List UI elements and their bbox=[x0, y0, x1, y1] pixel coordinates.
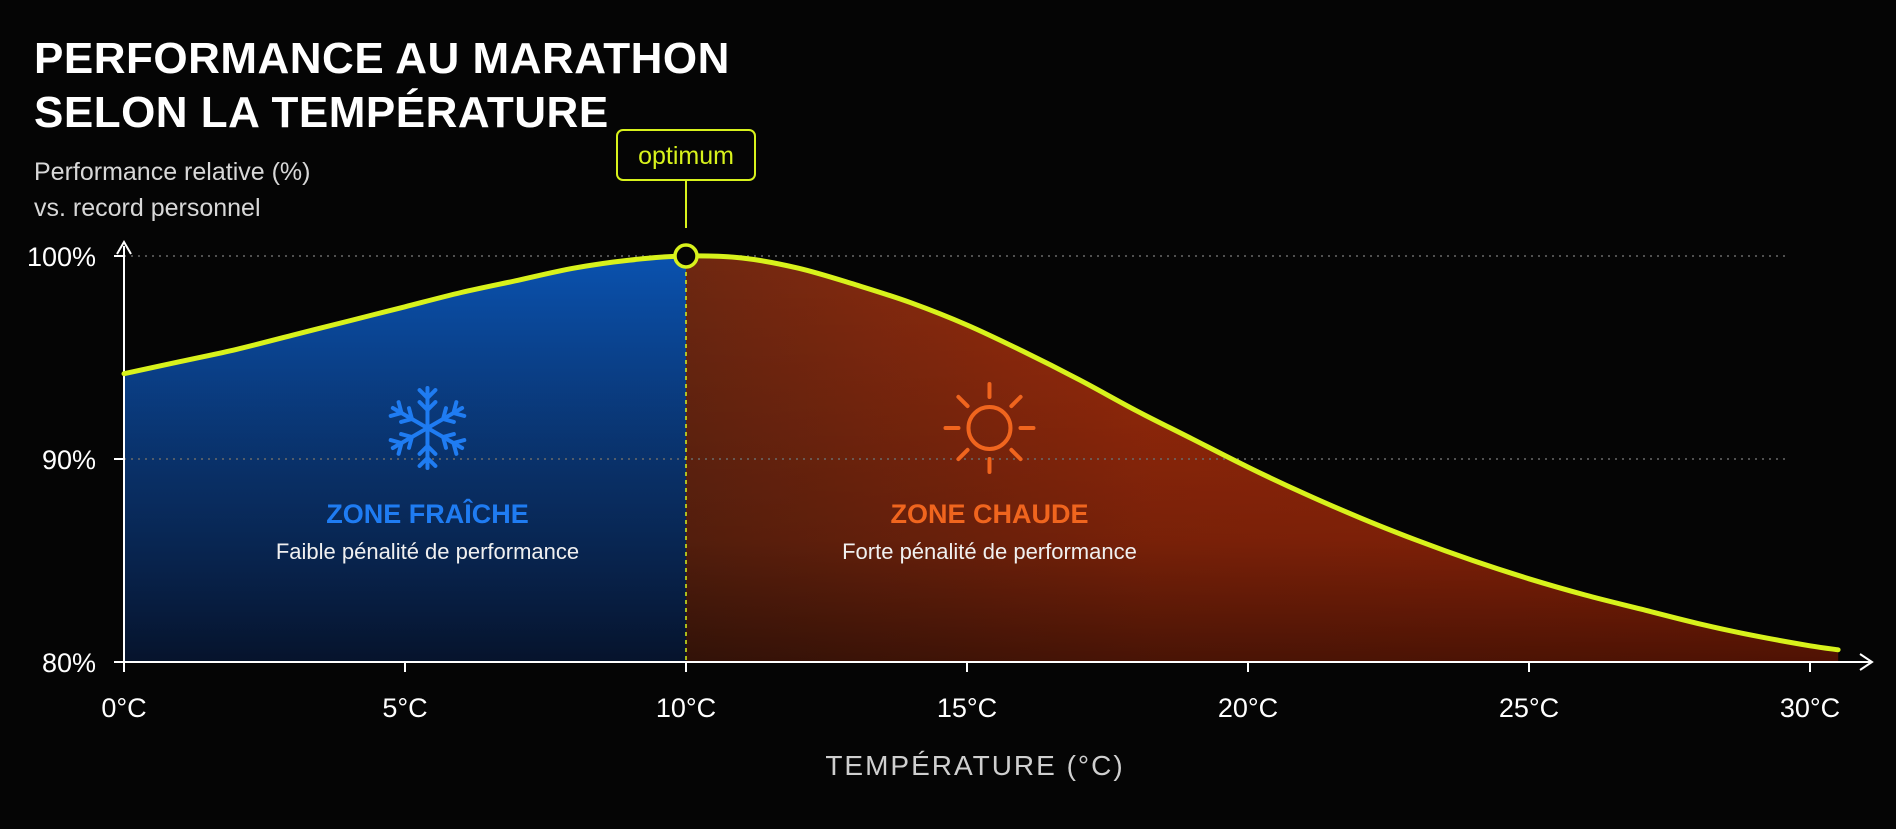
sun-ray bbox=[956, 447, 970, 462]
x-axis-arrow bbox=[1859, 653, 1874, 671]
snowflake-branch bbox=[451, 441, 459, 456]
optimum-marker bbox=[673, 243, 699, 269]
sun-ray bbox=[956, 394, 970, 409]
cold-zone-title: ZONE FRAÎCHE bbox=[326, 498, 529, 529]
sun-disc bbox=[966, 405, 1013, 451]
y-tick-label: 80% bbox=[42, 648, 96, 678]
snowflake-branch bbox=[417, 444, 430, 456]
snowflake-branch bbox=[417, 456, 430, 468]
y-tick-label: 90% bbox=[42, 445, 96, 475]
sun-icon bbox=[943, 382, 1036, 474]
snowflake-branch bbox=[451, 411, 467, 418]
chart-title-line-2: SELON LA TEMPÉRATURE bbox=[34, 88, 609, 137]
x-tick-label: 5°C bbox=[382, 693, 427, 723]
snowflake-branch bbox=[388, 438, 404, 445]
snowflake-branch bbox=[441, 435, 448, 450]
chart-title-line-1: PERFORMANCE AU MARATHON bbox=[34, 34, 730, 83]
hot-zone-shade bbox=[686, 255, 1839, 662]
snowflake-branch bbox=[441, 417, 456, 424]
x-tick-label: 20°C bbox=[1218, 693, 1278, 723]
x-ticks: 0°C 5°C 10°C 15°C 20°C 25°C 30°C bbox=[101, 662, 1840, 723]
y-axis-label-line-1: Performance relative (%) bbox=[34, 158, 311, 186]
y-axis-label-line-2: vs. record personnel bbox=[34, 194, 261, 222]
sun-ray bbox=[1009, 447, 1023, 462]
chart-title: PERFORMANCE AU MARATHON SELON LA TEMPÉRA… bbox=[34, 32, 730, 140]
x-tick-label: 15°C bbox=[937, 693, 997, 723]
sun-ray bbox=[1009, 394, 1023, 409]
snowflake-branch bbox=[425, 400, 438, 412]
optimum-label: optimum bbox=[638, 142, 734, 170]
y-tick-label: 100% bbox=[27, 242, 96, 272]
x-axis-title: TEMPÉRATURE (°C) bbox=[825, 750, 1124, 781]
snowflake-branch bbox=[406, 406, 414, 421]
snowflake-branch bbox=[399, 432, 414, 439]
x-tick-label: 10°C bbox=[656, 693, 716, 723]
axes bbox=[116, 240, 1874, 671]
x-tick-label: 25°C bbox=[1499, 693, 1559, 723]
snowflake-icon bbox=[388, 386, 467, 470]
x-tick-label: 30°C bbox=[1780, 693, 1840, 723]
hot-zone-title: ZONE CHAUDE bbox=[890, 499, 1088, 529]
performance-curve bbox=[121, 253, 1841, 653]
y-axis-label: Performance relative (%) vs. record pers… bbox=[34, 154, 310, 226]
cold-zone-subtitle: Faible pénalité de performance bbox=[276, 539, 579, 564]
optimum-callout: optimum bbox=[616, 129, 756, 228]
y-ticks: 80% 90% 100% bbox=[27, 242, 124, 678]
y-axis-arrow bbox=[116, 240, 132, 255]
x-tick-label: 0°C bbox=[101, 693, 146, 723]
hot-zone-subtitle: Forte pénalité de performance bbox=[842, 539, 1137, 564]
snowflake-branch bbox=[396, 400, 404, 415]
snowflake-branch bbox=[425, 388, 438, 400]
